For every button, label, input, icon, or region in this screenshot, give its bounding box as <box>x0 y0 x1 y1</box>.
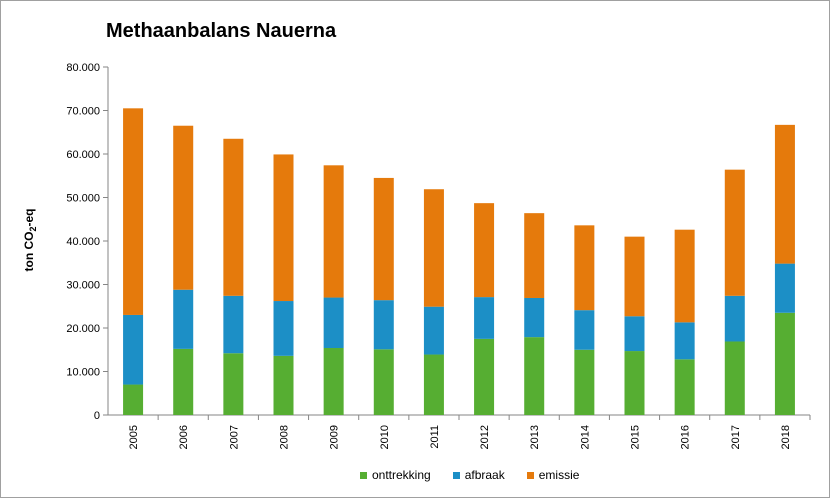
bar-onttrekking-2014 <box>574 349 595 415</box>
y-tick-label: 40.000 <box>66 236 100 248</box>
bar-onttrekking-2006 <box>173 348 194 415</box>
bar-emissie-2014 <box>574 225 595 311</box>
bar-emissie-2015 <box>624 236 645 317</box>
bar-onttrekking-2011 <box>423 354 444 415</box>
bar-emissie-2009 <box>323 165 344 298</box>
bar-onttrekking-2018 <box>774 312 795 415</box>
bar-emissie-2008 <box>273 154 294 302</box>
bar-afbraak-2018 <box>774 263 795 313</box>
legend-swatch-onttrekking <box>360 471 367 479</box>
bar-afbraak-2017 <box>724 295 745 342</box>
legend-swatch-afbraak <box>452 471 460 479</box>
bar-onttrekking-2005 <box>123 384 144 415</box>
bar-afbraak-2006 <box>173 289 194 349</box>
bar-afbraak-2005 <box>123 314 144 385</box>
x-tick-label: 2018 <box>780 425 792 449</box>
y-tick-label: 70.000 <box>66 106 100 118</box>
legend-label-emissie: emissie <box>538 468 580 482</box>
bar-onttrekking-2013 <box>524 337 545 415</box>
y-tick-label: 60.000 <box>66 149 100 161</box>
legend-label-afbraak: afbraak <box>464 468 505 482</box>
x-tick-label: 2016 <box>680 425 692 449</box>
bar-afbraak-2016 <box>674 322 695 360</box>
bar-afbraak-2012 <box>474 297 495 339</box>
bar-afbraak-2011 <box>423 306 444 355</box>
bar-afbraak-2010 <box>373 300 394 350</box>
bar-afbraak-2015 <box>624 316 645 352</box>
bar-emissie-2018 <box>774 124 795 264</box>
x-tick-label: 2005 <box>128 425 140 449</box>
x-tick-label: 2015 <box>630 425 642 449</box>
bar-emissie-2005 <box>123 108 144 315</box>
legend-item-onttrekking: onttrekking <box>360 468 431 482</box>
bar-emissie-2007 <box>223 138 244 296</box>
y-tick-label: 0 <box>94 410 100 422</box>
bar-emissie-2011 <box>423 189 444 307</box>
bar-emissie-2006 <box>173 125 194 290</box>
x-tick-label: 2006 <box>178 425 190 449</box>
x-tick-label: 2008 <box>279 425 291 449</box>
bar-afbraak-2007 <box>223 295 244 354</box>
bar-emissie-2010 <box>373 177 394 301</box>
y-tick-label: 10.000 <box>66 367 100 379</box>
x-tick-label: 2017 <box>730 425 742 449</box>
bar-onttrekking-2012 <box>474 338 495 415</box>
y-tick-label: 50.000 <box>66 193 100 205</box>
legend-item-emissie: emissie <box>526 468 580 482</box>
x-tick-label: 2012 <box>479 425 491 449</box>
bar-afbraak-2008 <box>273 301 294 356</box>
bar-afbraak-2014 <box>574 310 595 350</box>
bar-emissie-2016 <box>674 229 695 323</box>
bar-emissie-2017 <box>724 169 745 296</box>
y-tick-label: 20.000 <box>66 323 100 335</box>
x-tick-label: 2010 <box>379 425 391 449</box>
bar-onttrekking-2008 <box>273 355 294 415</box>
legend-label-onttrekking: onttrekking <box>372 468 431 482</box>
legend-item-afbraak: afbraak <box>452 468 505 482</box>
bar-afbraak-2009 <box>323 297 344 349</box>
bar-onttrekking-2015 <box>624 351 645 415</box>
bar-afbraak-2013 <box>524 297 545 338</box>
bar-onttrekking-2007 <box>223 353 244 415</box>
x-tick-label: 2009 <box>329 425 341 449</box>
x-tick-label: 2007 <box>228 425 240 449</box>
bar-onttrekking-2009 <box>323 348 344 415</box>
x-tick-label: 2014 <box>579 425 591 449</box>
bar-onttrekking-2010 <box>373 349 394 415</box>
bar-onttrekking-2017 <box>724 341 745 415</box>
legend-swatch-emissie <box>526 471 534 479</box>
y-tick-label: 80.000 <box>66 62 100 74</box>
bar-emissie-2012 <box>474 203 495 298</box>
x-tick-label: 2011 <box>429 425 441 449</box>
legend: onttrekking afbraak emissie <box>360 468 579 482</box>
chart-title: Methaanbalans Nauerna <box>106 20 337 42</box>
x-tick-label: 2013 <box>529 425 541 449</box>
y-tick-label: 30.000 <box>66 280 100 292</box>
bar-emissie-2013 <box>524 213 545 298</box>
bar-onttrekking-2016 <box>674 359 695 415</box>
